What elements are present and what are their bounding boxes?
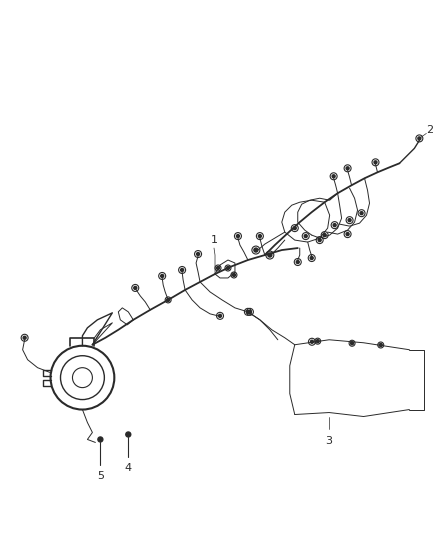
Circle shape bbox=[254, 248, 258, 252]
Circle shape bbox=[379, 343, 382, 346]
Circle shape bbox=[360, 212, 363, 215]
Circle shape bbox=[126, 432, 131, 437]
Circle shape bbox=[332, 175, 335, 178]
Circle shape bbox=[98, 437, 103, 442]
Circle shape bbox=[216, 266, 219, 270]
Circle shape bbox=[348, 219, 351, 222]
Circle shape bbox=[346, 167, 349, 170]
Circle shape bbox=[167, 298, 170, 301]
Circle shape bbox=[346, 232, 349, 236]
Circle shape bbox=[226, 266, 230, 270]
Circle shape bbox=[350, 342, 353, 345]
Circle shape bbox=[293, 227, 296, 230]
Circle shape bbox=[161, 274, 164, 278]
Text: 3: 3 bbox=[325, 437, 332, 447]
Circle shape bbox=[304, 235, 307, 238]
Circle shape bbox=[296, 261, 299, 263]
Circle shape bbox=[247, 310, 249, 313]
Circle shape bbox=[316, 340, 319, 343]
Circle shape bbox=[258, 235, 261, 238]
Text: 4: 4 bbox=[125, 463, 132, 473]
Circle shape bbox=[311, 340, 314, 343]
Circle shape bbox=[323, 233, 326, 237]
Text: 2: 2 bbox=[426, 125, 434, 135]
Circle shape bbox=[237, 235, 240, 238]
Circle shape bbox=[318, 239, 321, 241]
Text: 1: 1 bbox=[211, 235, 218, 245]
Circle shape bbox=[23, 336, 26, 340]
Circle shape bbox=[310, 256, 313, 260]
Circle shape bbox=[374, 161, 377, 164]
Circle shape bbox=[233, 273, 236, 277]
Circle shape bbox=[418, 137, 421, 140]
Circle shape bbox=[180, 269, 184, 271]
Circle shape bbox=[197, 253, 200, 255]
Text: 5: 5 bbox=[97, 471, 104, 481]
Circle shape bbox=[134, 286, 137, 289]
Circle shape bbox=[219, 314, 222, 317]
Circle shape bbox=[268, 253, 272, 257]
Circle shape bbox=[333, 224, 336, 227]
Circle shape bbox=[248, 310, 251, 313]
